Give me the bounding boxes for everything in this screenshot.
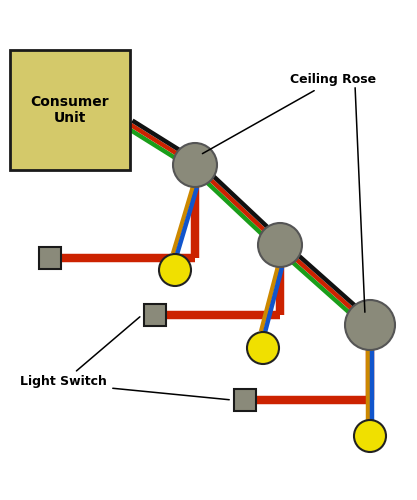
Circle shape [354,420,386,452]
Circle shape [345,300,395,350]
Text: Light Switch: Light Switch [20,317,140,388]
Bar [234,389,256,411]
Text: Ceiling Rose: Ceiling Rose [202,74,376,154]
Circle shape [247,332,279,364]
Bar [144,304,166,326]
Text: Consumer
Unit: Consumer Unit [31,95,109,125]
Circle shape [173,143,217,187]
Bar [10,50,130,170]
Circle shape [159,254,191,286]
Circle shape [258,223,302,267]
Bar [39,247,61,269]
